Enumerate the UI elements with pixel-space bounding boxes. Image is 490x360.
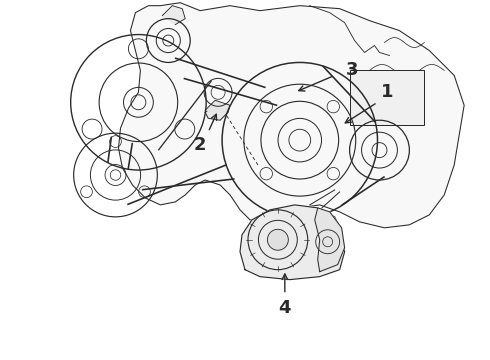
Polygon shape [205,100,230,112]
Polygon shape [162,6,185,24]
Polygon shape [205,102,228,120]
Circle shape [268,229,288,250]
Polygon shape [315,208,344,272]
Text: 3: 3 [345,62,358,80]
Polygon shape [240,205,344,280]
Polygon shape [119,3,464,228]
Text: 1: 1 [381,83,393,101]
Text: 4: 4 [279,298,291,316]
Bar [349,71,424,125]
Text: 2: 2 [194,136,206,154]
